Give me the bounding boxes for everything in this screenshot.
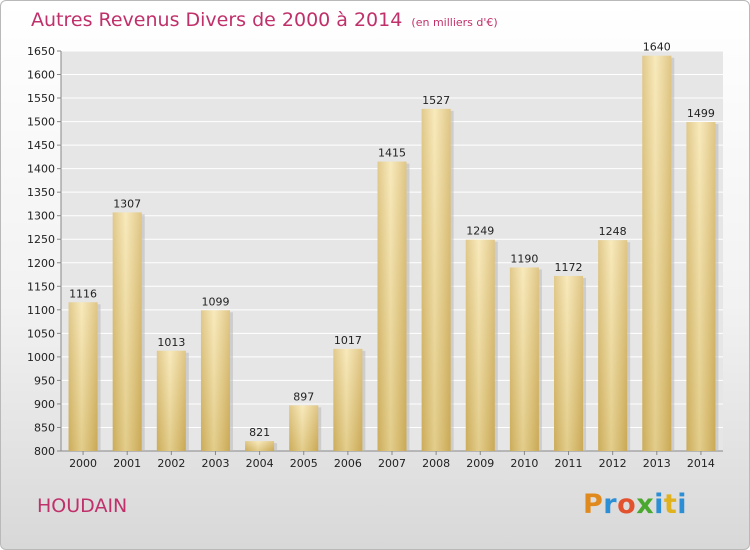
chart-title-main: Autres Revenus Divers de 2000 à 2014	[31, 9, 403, 31]
proxiti-logo[interactable]: Proxiti	[583, 489, 688, 520]
data-label: 1499	[687, 107, 715, 120]
data-label: 897	[293, 390, 314, 403]
y-tick-label: 1600	[27, 69, 55, 82]
x-tick-label: 2007	[378, 457, 406, 470]
x-tick-label: 2005	[290, 457, 318, 470]
data-label: 1415	[378, 147, 406, 160]
data-label: 1013	[157, 336, 185, 349]
bar-shade	[68, 302, 98, 451]
bar-shade	[509, 267, 539, 451]
bar-shade	[686, 122, 716, 451]
bar-shade	[200, 310, 230, 451]
city-name: HOUDAIN	[37, 495, 128, 517]
x-tick-label: 2006	[334, 457, 362, 470]
y-tick-label: 800	[34, 445, 55, 458]
x-tick-label: 2014	[687, 457, 715, 470]
bar-shade	[554, 275, 584, 451]
bar-shade	[245, 441, 275, 451]
bar-shade	[421, 108, 451, 451]
x-tick-label: 2002	[157, 457, 185, 470]
y-tick-label: 1350	[27, 186, 55, 199]
y-tick-label: 1150	[27, 280, 55, 293]
y-tick-label: 1650	[27, 45, 55, 58]
y-tick-label: 900	[34, 398, 55, 411]
data-label: 1190	[510, 252, 538, 265]
x-tick-label: 2000	[69, 457, 97, 470]
y-tick-label: 1200	[27, 257, 55, 270]
bar-shade	[465, 239, 495, 451]
x-tick-label: 2004	[246, 457, 274, 470]
y-tick-label: 1000	[27, 351, 55, 364]
y-tick-label: 1100	[27, 304, 55, 317]
y-tick-label: 950	[34, 374, 55, 387]
chart-subtitle: (en milliers d'€)	[411, 16, 498, 29]
bar-shade	[289, 405, 319, 451]
bar-shade	[642, 55, 672, 452]
data-label: 1640	[643, 41, 671, 54]
chart-title: Autres Revenus Divers de 2000 à 2014 (en…	[31, 9, 498, 31]
x-tick-label: 2008	[422, 457, 450, 470]
data-label: 1099	[201, 295, 229, 308]
data-label: 1172	[555, 261, 583, 274]
y-tick-label: 850	[34, 421, 55, 434]
x-tick-label: 2012	[599, 457, 627, 470]
data-label: 1249	[466, 225, 494, 238]
data-label: 1116	[69, 287, 97, 300]
x-tick-label: 2011	[555, 457, 583, 470]
bar-shade	[112, 212, 142, 451]
data-label: 1248	[599, 225, 627, 238]
data-label: 1307	[113, 197, 141, 210]
bar-shade	[156, 350, 186, 451]
x-tick-label: 2010	[510, 457, 538, 470]
data-label: 821	[249, 426, 270, 439]
bar-shade	[333, 348, 363, 451]
data-label: 1527	[422, 94, 450, 107]
x-tick-label: 2013	[643, 457, 671, 470]
y-tick-label: 1500	[27, 116, 55, 129]
y-tick-label: 1400	[27, 163, 55, 176]
x-tick-label: 2001	[113, 457, 141, 470]
x-tick-label: 2003	[201, 457, 229, 470]
x-tick-label: 2009	[466, 457, 494, 470]
y-tick-label: 1250	[27, 233, 55, 246]
y-tick-label: 1050	[27, 327, 55, 340]
y-tick-label: 1300	[27, 210, 55, 223]
data-label: 1017	[334, 334, 362, 347]
bar-shade	[598, 240, 628, 451]
bar-shade	[377, 161, 407, 451]
y-tick-label: 1450	[27, 139, 55, 152]
y-tick-label: 1550	[27, 92, 55, 105]
